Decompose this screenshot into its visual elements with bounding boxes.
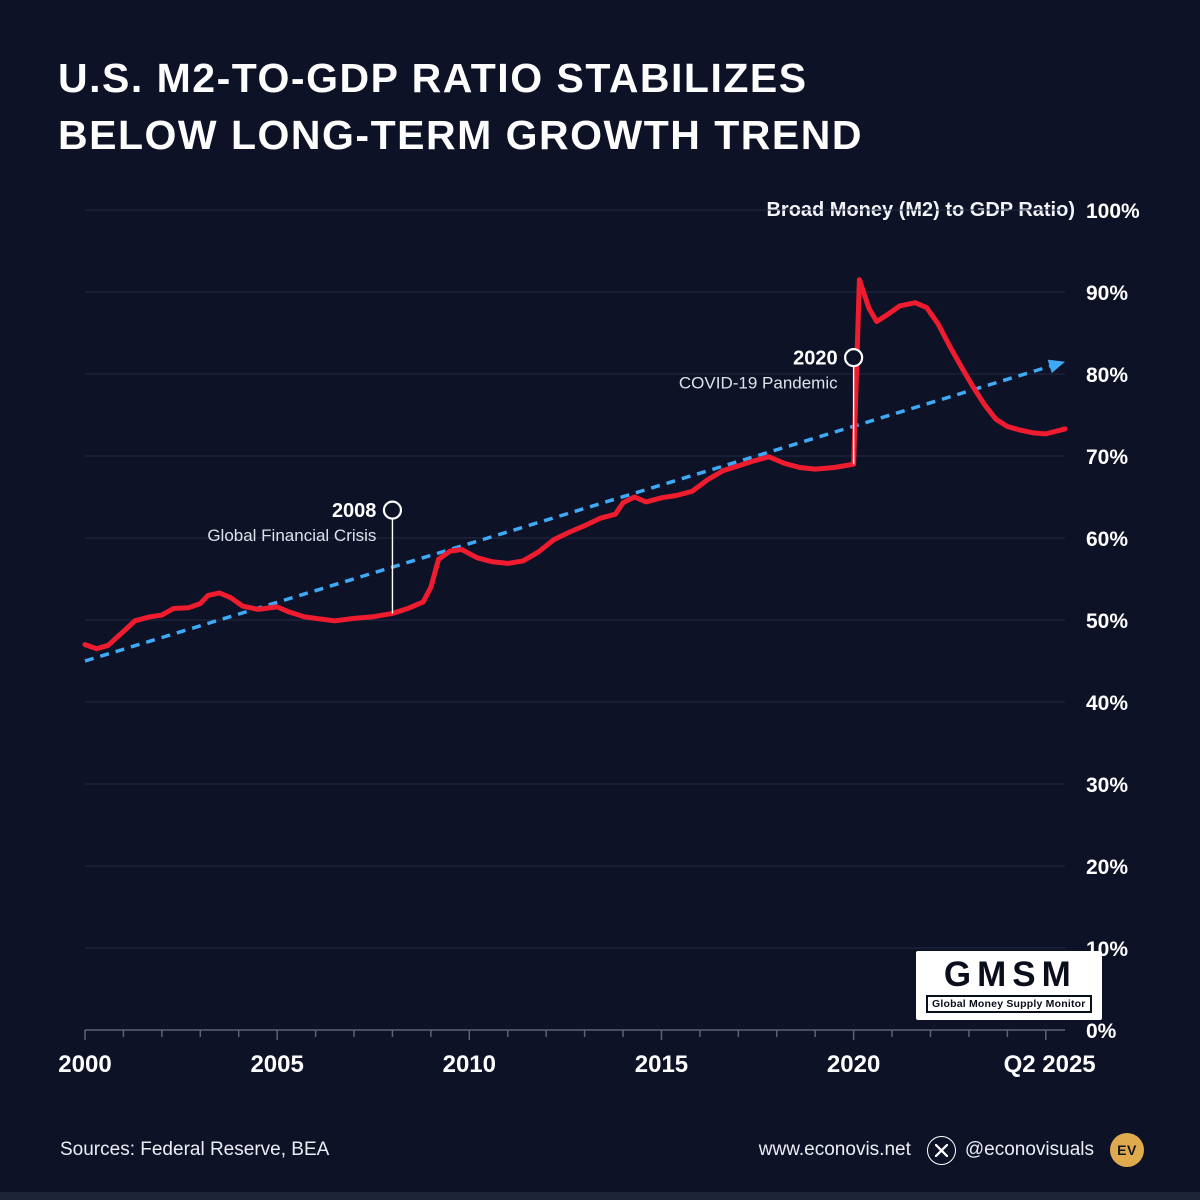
x-glyph	[934, 1143, 948, 1157]
y-tick-label: 0%	[1086, 1020, 1117, 1043]
m2-gdp-line	[82, 277, 1068, 652]
trend-line	[84, 364, 1051, 663]
annotation-year: 2020	[793, 348, 838, 370]
y-tick-label: 100%	[1086, 200, 1140, 223]
x-tick-label: Q2 2025	[1004, 1051, 1096, 1078]
annotation-marker	[382, 500, 403, 520]
footer-right: www.econovis.net @econovisuals EV	[759, 1133, 1144, 1167]
y-tick-label: 20%	[1086, 856, 1128, 879]
y-tick-label: 70%	[1086, 446, 1128, 469]
y-tick-label: 40%	[1086, 692, 1128, 715]
annotation-marker	[844, 348, 864, 368]
annotation-year: 2008	[332, 500, 377, 522]
footer: Sources: Federal Reserve, BEA www.econov…	[60, 1132, 1144, 1168]
page-title: U.S. M2-TO-GDP RATIO STABILIZES BELOW LO…	[58, 50, 863, 164]
bottom-strip	[0, 1192, 1200, 1200]
x-tick-label: 2015	[635, 1051, 688, 1078]
gmsm-badge-subtitle: Global Money Supply Monitor	[926, 995, 1092, 1013]
gmsm-badge: GMSM Global Money Supply Monitor	[916, 951, 1102, 1020]
title-line-2: BELOW LONG-TERM GROWTH TREND	[58, 112, 863, 158]
y-tick-label: 60%	[1086, 528, 1128, 551]
website-text: www.econovis.net	[758, 1139, 911, 1160]
x-tick-label: 2020	[827, 1051, 880, 1078]
y-tick-label: 90%	[1086, 282, 1128, 305]
x-tick-label: 2000	[58, 1051, 111, 1078]
ev-monogram: EV	[1117, 1142, 1137, 1158]
x-tick-label: 2005	[250, 1051, 303, 1078]
gmsm-badge-title: GMSM	[943, 955, 1077, 994]
social-handle-group: @econovisuals	[926, 1135, 1094, 1165]
y-tick-label: 80%	[1086, 364, 1128, 387]
x-logo-icon	[926, 1135, 956, 1165]
y-tick-label: 30%	[1086, 774, 1128, 797]
annotation-text: Global Financial Crisis	[207, 526, 376, 545]
y-tick-label: 50%	[1086, 610, 1128, 633]
x-tick-label: 2010	[443, 1051, 496, 1078]
trend-arrowhead	[1047, 359, 1065, 374]
title-line-1: U.S. M2-TO-GDP RATIO STABILIZES	[58, 55, 808, 101]
econovis-logo: EV	[1110, 1133, 1144, 1167]
sources-text: Sources: Federal Reserve, BEA	[60, 1139, 330, 1160]
annotation-text: COVID-19 Pandemic	[679, 374, 838, 393]
twitter-handle: @econovisuals	[964, 1139, 1094, 1160]
